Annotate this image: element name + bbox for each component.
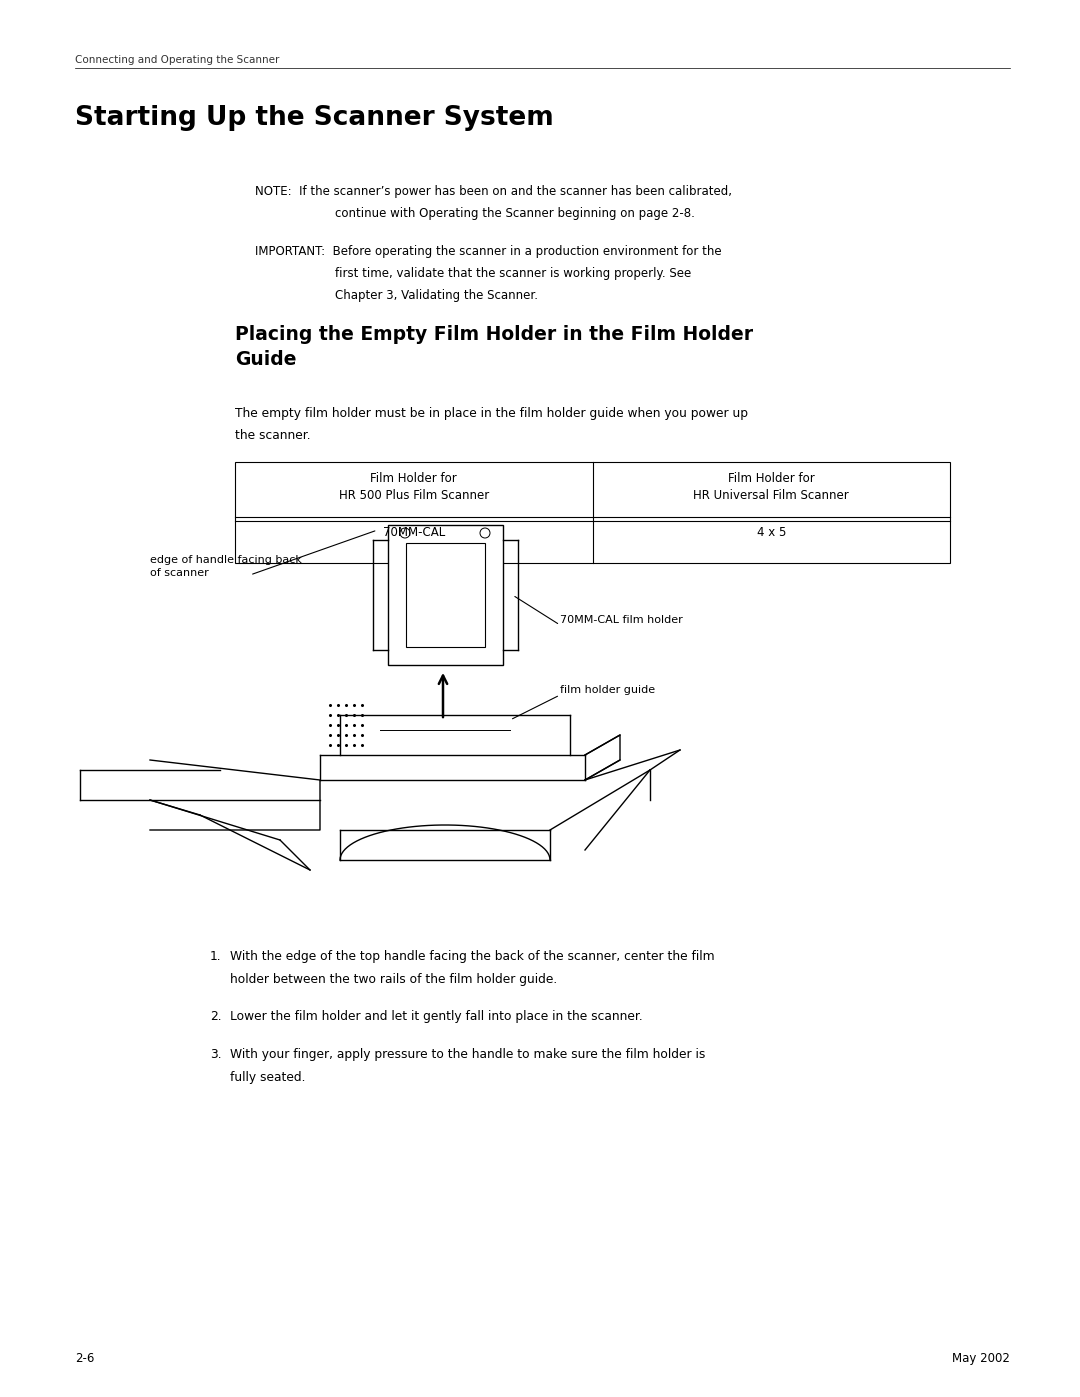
Text: holder between the two rails of the film holder guide.: holder between the two rails of the film… [230,972,557,986]
Text: Starting Up the Scanner System: Starting Up the Scanner System [75,105,554,131]
Text: first time, validate that the scanner is working properly. See: first time, validate that the scanner is… [335,267,691,279]
Text: fully seated.: fully seated. [230,1071,306,1084]
Text: 2-6: 2-6 [75,1352,94,1365]
Bar [235,462,950,563]
Text: edge of handle facing back
of scanner: edge of handle facing back of scanner [150,555,302,578]
Text: continue with Operating the Scanner beginning on page 2-8.: continue with Operating the Scanner begi… [335,207,694,219]
Text: Lower the film holder and let it gently fall into place in the scanner.: Lower the film holder and let it gently … [230,1010,643,1023]
Text: NOTE:  If the scanner’s power has been on and the scanner has been calibrated,: NOTE: If the scanner’s power has been on… [255,184,732,198]
Text: Connecting and Operating the Scanner: Connecting and Operating the Scanner [75,54,280,66]
Text: 70MM-CAL: 70MM-CAL [382,527,445,539]
Text: the scanner.: the scanner. [235,429,311,441]
Text: With the edge of the top handle facing the back of the scanner, center the film: With the edge of the top handle facing t… [230,950,715,963]
Text: IMPORTANT:  Before operating the scanner in a production environment for the: IMPORTANT: Before operating the scanner … [255,244,721,258]
Text: Chapter 3, Validating the Scanner.: Chapter 3, Validating the Scanner. [335,289,538,302]
Text: Film Holder for
HR Universal Film Scanner: Film Holder for HR Universal Film Scanne… [693,472,849,502]
Text: 4 x 5: 4 x 5 [757,527,786,539]
Text: May 2002: May 2002 [953,1352,1010,1365]
FancyBboxPatch shape [388,525,502,665]
Text: With your finger, apply pressure to the handle to make sure the film holder is: With your finger, apply pressure to the … [230,1048,705,1060]
Text: The empty film holder must be in place in the film holder guide when you power u: The empty film holder must be in place i… [235,407,748,420]
Text: film holder guide: film holder guide [561,685,656,694]
Text: Placing the Empty Film Holder in the Film Holder
Guide: Placing the Empty Film Holder in the Fil… [235,326,753,369]
Text: 2.: 2. [210,1010,221,1023]
FancyBboxPatch shape [405,543,485,647]
Text: 3.: 3. [210,1048,221,1060]
Text: 1.: 1. [210,950,221,963]
Text: Film Holder for
HR 500 Plus Film Scanner: Film Holder for HR 500 Plus Film Scanner [339,472,489,502]
Text: 70MM-CAL film holder: 70MM-CAL film holder [561,615,683,624]
